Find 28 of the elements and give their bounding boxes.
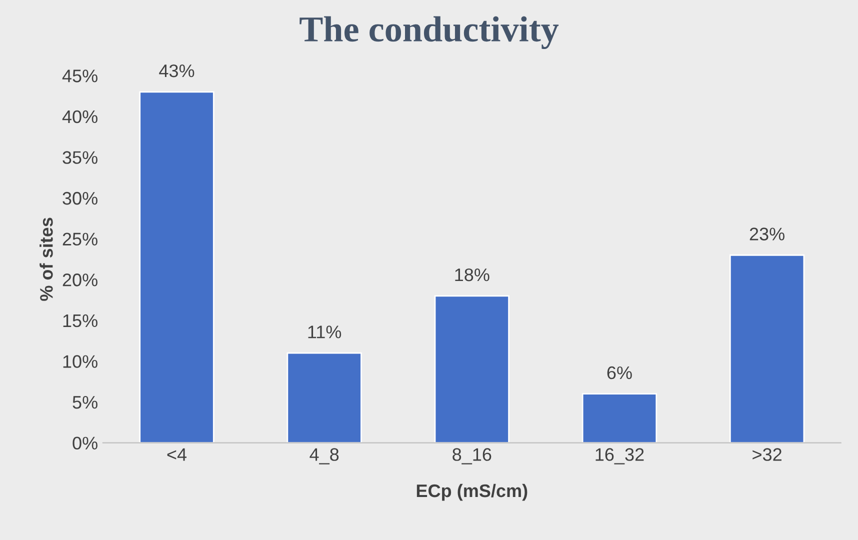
- x-tick-label: 4_8: [310, 448, 339, 464]
- y-tick-label: 45%: [62, 70, 98, 82]
- data-label: 23%: [750, 228, 784, 240]
- y-tick-label: 0%: [72, 436, 98, 450]
- y-tick-label: 5%: [72, 396, 98, 409]
- bar: [286, 352, 362, 443]
- x-tick-label: 8_16: [452, 448, 492, 464]
- x-tick-label: 16_32: [596, 448, 644, 464]
- y-tick-label: 25%: [62, 232, 98, 246]
- y-tick-label: 40%: [62, 110, 98, 124]
- x-tick-label: <4: [167, 448, 187, 461]
- chart-title: The conductivity: [300, 16, 559, 50]
- data-label: 18%: [455, 268, 490, 282]
- y-tick-label: 10%: [63, 355, 98, 368]
- data-label: 43%: [159, 64, 194, 78]
- x-axis-title: ECp (mS/cm): [416, 484, 528, 501]
- y-tick-label: 15%: [63, 314, 98, 328]
- bar: [582, 393, 658, 443]
- y-axis-title: % of sites: [40, 218, 53, 301]
- y-tick-label: 30%: [62, 192, 98, 205]
- y-tick-label: 20%: [62, 274, 98, 286]
- bar: [139, 91, 214, 443]
- y-tick-label: 35%: [62, 151, 98, 164]
- x-tick-label: >32: [752, 448, 782, 461]
- data-label: 6%: [607, 366, 632, 380]
- bar: [729, 254, 805, 443]
- bar: [434, 295, 510, 443]
- data-label: 11%: [308, 326, 342, 338]
